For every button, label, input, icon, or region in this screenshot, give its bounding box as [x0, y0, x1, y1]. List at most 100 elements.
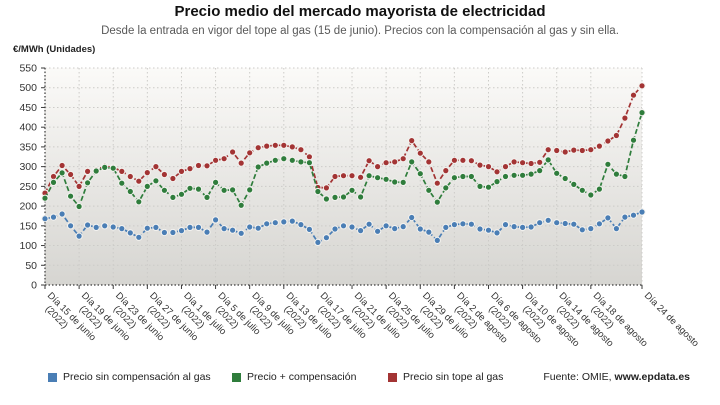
data-point[interactable]	[314, 187, 322, 196]
data-point[interactable]	[544, 146, 552, 154]
data-point[interactable]	[391, 178, 399, 186]
data-point[interactable]	[374, 163, 382, 171]
data-point[interactable]	[476, 225, 484, 233]
data-point[interactable]	[135, 233, 143, 241]
data-point[interactable]	[629, 91, 638, 99]
data-point[interactable]	[254, 163, 262, 171]
data-point[interactable]	[595, 185, 604, 193]
data-point[interactable]	[194, 161, 203, 170]
data-point[interactable]	[638, 109, 646, 117]
data-point[interactable]	[212, 216, 220, 224]
data-point[interactable]	[297, 221, 305, 229]
data-point[interactable]	[288, 143, 296, 151]
data-point[interactable]	[229, 148, 237, 156]
data-point[interactable]	[467, 157, 475, 165]
data-point[interactable]	[263, 159, 271, 167]
data-point[interactable]	[237, 229, 245, 237]
data-point[interactable]	[348, 223, 356, 231]
data-point[interactable]	[450, 174, 458, 182]
data-point[interactable]	[41, 194, 49, 202]
data-point[interactable]	[322, 184, 330, 192]
data-point[interactable]	[297, 146, 305, 154]
data-point[interactable]	[425, 228, 433, 236]
data-point[interactable]	[612, 170, 621, 178]
data-point[interactable]	[152, 223, 160, 231]
data-point[interactable]	[280, 155, 288, 163]
data-point[interactable]	[450, 221, 458, 229]
data-point[interactable]	[220, 186, 228, 194]
data-point[interactable]	[493, 168, 501, 176]
data-point[interactable]	[49, 178, 58, 186]
data-point[interactable]	[425, 158, 433, 166]
data-point[interactable]	[288, 156, 296, 164]
source-site-link[interactable]: www.epdata.es	[614, 371, 690, 383]
data-point[interactable]	[365, 157, 373, 165]
legend-item-sin-compensacion[interactable]: Precio sin compensación al gas	[48, 371, 211, 383]
data-point[interactable]	[143, 182, 151, 190]
data-point[interactable]	[143, 169, 151, 177]
data-point[interactable]	[382, 222, 390, 230]
data-point[interactable]	[484, 226, 493, 234]
data-point[interactable]	[41, 215, 49, 223]
data-point[interactable]	[621, 172, 629, 181]
legend-item-mas-compensacion[interactable]: Precio + compensación	[232, 371, 356, 383]
data-point[interactable]	[348, 172, 356, 180]
data-point[interactable]	[399, 155, 407, 163]
data-point[interactable]	[101, 222, 109, 230]
data-point[interactable]	[109, 223, 117, 231]
data-point[interactable]	[246, 186, 254, 194]
data-point[interactable]	[177, 227, 186, 235]
data-point[interactable]	[442, 223, 450, 231]
data-point[interactable]	[254, 224, 262, 232]
data-point[interactable]	[595, 220, 604, 228]
data-point[interactable]	[561, 174, 569, 183]
data-point[interactable]	[322, 195, 330, 203]
data-point[interactable]	[271, 141, 279, 149]
data-point[interactable]	[84, 179, 92, 187]
data-point[interactable]	[186, 184, 194, 192]
data-point[interactable]	[75, 182, 83, 190]
data-point[interactable]	[126, 187, 134, 196]
data-point[interactable]	[433, 198, 441, 206]
data-point[interactable]	[194, 185, 203, 193]
data-point[interactable]	[160, 186, 168, 194]
data-point[interactable]	[357, 193, 365, 201]
data-point[interactable]	[510, 223, 518, 231]
data-point[interactable]	[305, 153, 313, 161]
data-point[interactable]	[399, 223, 407, 231]
data-point[interactable]	[365, 220, 373, 228]
data-point[interactable]	[459, 220, 467, 228]
data-point[interactable]	[67, 192, 75, 200]
data-point[interactable]	[587, 191, 595, 199]
data-point[interactable]	[160, 228, 168, 237]
data-point[interactable]	[288, 217, 296, 225]
data-point[interactable]	[399, 178, 407, 186]
data-point[interactable]	[604, 214, 612, 222]
data-point[interactable]	[510, 158, 518, 166]
data-point[interactable]	[169, 193, 177, 201]
data-point[interactable]	[229, 226, 237, 234]
data-point[interactable]	[450, 156, 458, 164]
data-point[interactable]	[484, 183, 493, 191]
data-point[interactable]	[595, 142, 604, 150]
data-point[interactable]	[578, 186, 586, 194]
data-point[interactable]	[75, 202, 83, 211]
data-point[interactable]	[75, 232, 83, 240]
data-point[interactable]	[254, 144, 262, 152]
data-point[interactable]	[433, 179, 441, 187]
data-point[interactable]	[212, 178, 220, 186]
data-point[interactable]	[604, 137, 612, 145]
data-point[interactable]	[101, 163, 109, 171]
data-point[interactable]	[408, 158, 416, 166]
data-point[interactable]	[493, 178, 501, 186]
data-point[interactable]	[553, 146, 561, 155]
data-point[interactable]	[493, 229, 501, 237]
data-point[interactable]	[220, 155, 228, 163]
data-point[interactable]	[152, 177, 160, 185]
data-point[interactable]	[553, 169, 561, 177]
data-point[interactable]	[604, 160, 612, 168]
data-point[interactable]	[442, 167, 450, 175]
data-point[interactable]	[331, 225, 339, 233]
data-point[interactable]	[638, 82, 646, 90]
data-point[interactable]	[544, 156, 552, 164]
